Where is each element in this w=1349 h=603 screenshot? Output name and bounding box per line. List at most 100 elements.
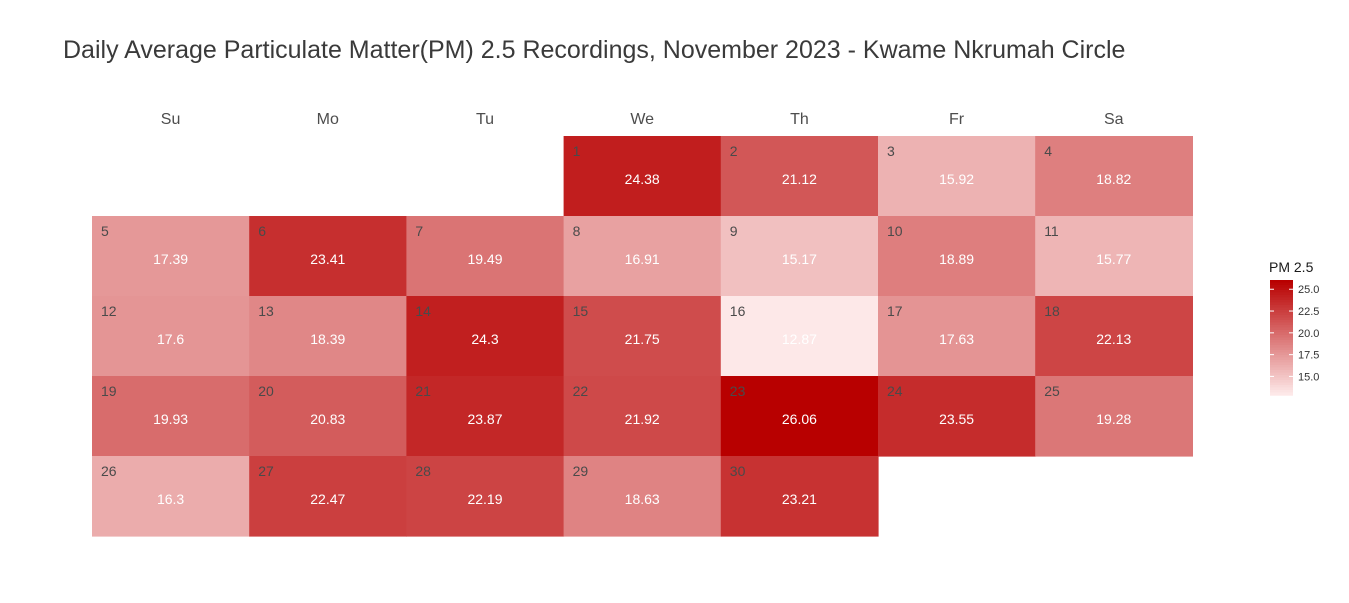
calendar-day-cell: 25 19.28 [1035,376,1193,457]
calendar-grid: 124.38221.12315.92418.82517.39623.41719.… [92,136,1193,537]
day-cell-fill [406,376,565,457]
day-number-label: 5 [101,223,109,239]
legend-color-step [1270,327,1293,331]
legend-color-step [1270,340,1293,344]
day-number-label: 14 [415,303,431,319]
day-cell-fill [92,216,250,297]
day-value-label: 18.63 [625,491,660,507]
calendar-day-cell: 12 17.6 [92,296,250,377]
calendar-day-cell: 124.38 [563,136,722,217]
legend-color-step [1270,292,1293,296]
day-number-label: 23 [730,383,746,399]
legend-color-bar [1270,280,1293,396]
day-value-label: 22.47 [310,491,345,507]
day-cell-fill [249,456,407,537]
day-value-label: 19.93 [153,411,188,427]
day-cell-fill [406,456,565,537]
day-cell-fill [720,216,879,297]
legend-color-step [1270,387,1293,391]
calendar-day-cell: 517.39 [92,216,250,297]
day-number-label: 2 [730,143,738,159]
day-value-label: 21.75 [625,331,660,347]
weekday-label: Mo [317,111,339,128]
day-number-label: 30 [730,463,746,479]
legend-color-step [1270,312,1293,316]
day-number-label: 24 [887,383,903,399]
calendar-day-cell: 14 24.3 [406,296,565,377]
calendar-day-cell: 26 16.3 [92,456,250,537]
legend-color-step [1270,307,1293,311]
day-number-label: 27 [258,463,274,479]
day-number-label: 10 [887,223,903,239]
legend-tick-label: 15.0 [1298,371,1319,383]
legend-tick-label: 22.5 [1298,306,1319,318]
day-value-label: 24.3 [471,331,498,347]
calendar-day-cell: 13 18.39 [249,296,407,377]
calendar-day-cell: 30 23.21 [720,456,879,537]
calendar-day-cell: 315.92 [878,136,1036,217]
legend-color-step [1270,300,1293,304]
calendar-day-cell: 24 23.55 [878,376,1036,457]
day-value-label: 23.55 [939,411,974,427]
legend-title: PM 2.5 [1269,259,1314,275]
day-cell-fill [878,136,1036,217]
day-cell-fill [720,296,879,377]
calendar-day-cell: 27 22.47 [249,456,407,537]
day-cell-fill [720,456,879,537]
legend-color-step [1270,382,1293,386]
day-cell-fill [563,136,722,217]
day-value-label: 26.06 [782,411,817,427]
calendar-day-cell: 418.82 [1035,136,1193,217]
weekday-label: We [630,111,654,128]
day-value-label: 17.39 [153,251,188,267]
day-number-label: 4 [1044,143,1052,159]
day-cell-fill [563,376,722,457]
legend-color-step [1270,342,1293,346]
legend-tick-label: 25.0 [1298,284,1319,296]
legend-color-step [1270,375,1293,379]
legend-color-step [1270,317,1293,321]
day-value-label: 17.63 [939,331,974,347]
legend-color-step [1270,352,1293,356]
day-value-label: 18.39 [310,331,345,347]
legend-color-step [1270,320,1293,324]
day-number-label: 16 [730,303,746,319]
legend-color-step [1270,370,1293,374]
day-cell-fill [92,376,250,457]
day-number-label: 11 [1044,223,1059,239]
legend-color-step [1270,330,1293,334]
legend-color-step [1270,295,1293,299]
day-cell-fill [720,376,879,457]
legend-color-step [1270,297,1293,301]
calendar-day-cell: 10 18.89 [878,216,1036,297]
day-cell-fill [878,376,1036,457]
legend-color-step [1270,310,1293,314]
day-number-label: 13 [258,303,274,319]
color-legend: PM 2.5 15.0 17.5 20.0 22.5 25.0 [1269,259,1319,396]
day-number-label: 12 [101,303,117,319]
legend-ticks: 15.0 17.5 20.0 22.5 25.0 [1270,284,1319,383]
day-number-label: 19 [101,383,117,399]
legend-color-step [1270,360,1293,364]
day-cell-fill [1035,376,1193,457]
legend-tick-label: 20.0 [1298,328,1319,340]
calendar-day-cell: 16 12.87 [720,296,879,377]
legend-tick-label: 17.5 [1298,350,1319,362]
calendar-day-cell: 20 20.83 [249,376,407,457]
legend-color-step [1270,355,1293,359]
legend-color-step [1270,305,1293,309]
day-number-label: 17 [887,303,903,319]
day-cell-fill [563,296,722,377]
legend-color-step [1270,285,1293,289]
weekday-label: Th [790,111,809,128]
calendar-day-cell: 221.12 [720,136,879,217]
day-number-label: 22 [573,383,589,399]
day-value-label: 12.87 [782,331,817,347]
calendar-day-cell: 719.49 [406,216,565,297]
day-value-label: 15.77 [1096,251,1131,267]
day-number-label: 28 [415,463,431,479]
weekday-label: Sa [1104,111,1124,128]
legend-color-step [1270,347,1293,351]
day-number-label: 3 [887,143,895,159]
